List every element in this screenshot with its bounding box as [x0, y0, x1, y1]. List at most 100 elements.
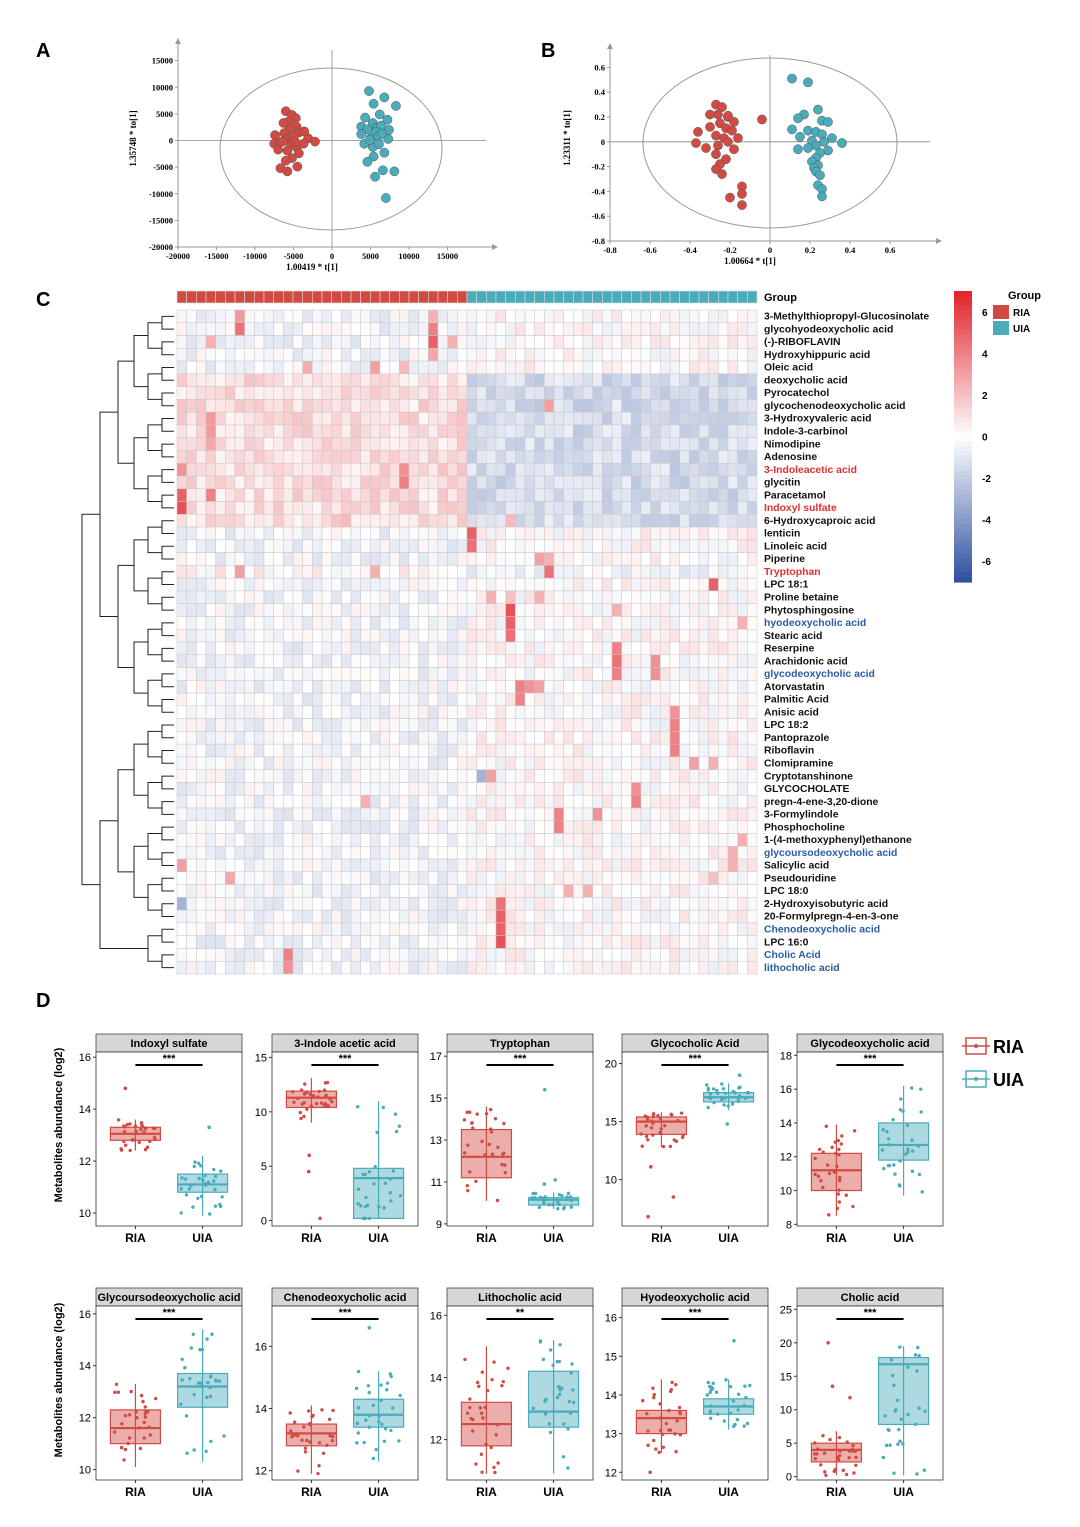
heat-cell	[263, 846, 274, 860]
heat-cell	[244, 897, 255, 911]
heat-cell	[563, 360, 574, 375]
data-point-ria	[821, 1150, 825, 1154]
heat-cell	[263, 590, 274, 604]
heat-cell	[215, 360, 226, 375]
heat-cell	[602, 756, 613, 770]
data-point-ria	[661, 1445, 666, 1449]
heat-cell	[244, 960, 255, 975]
heat-cell	[341, 450, 352, 464]
heat-cell	[718, 641, 729, 656]
heat-cell	[689, 603, 700, 617]
heat-cell	[698, 948, 709, 962]
group-bar-cell	[321, 290, 332, 304]
heat-cell	[234, 922, 245, 936]
y-axis-arrow	[175, 38, 181, 44]
heat-cell	[244, 794, 255, 809]
heat-cell	[437, 335, 448, 349]
heat-cell	[524, 565, 535, 579]
heat-cell	[515, 590, 526, 604]
heat-cell	[196, 846, 207, 860]
dendrogram-link	[161, 366, 174, 381]
heat-cell	[466, 373, 477, 387]
heat-cell	[466, 335, 477, 349]
heat-cell	[524, 846, 535, 860]
heat-cell	[437, 450, 448, 464]
heat-cell	[321, 475, 332, 490]
heat-cell	[408, 718, 419, 732]
heat-cell	[331, 858, 342, 873]
heat-cell	[321, 641, 332, 656]
heat-cell	[737, 437, 748, 451]
data-point-uia	[356, 1104, 360, 1109]
heat-cell	[389, 756, 400, 770]
y-tick-label: 10	[79, 1465, 91, 1477]
heat-cell	[379, 858, 390, 873]
dendrogram-link	[161, 392, 174, 407]
heat-cell	[196, 718, 207, 732]
heat-cell	[292, 948, 303, 962]
heat-cell	[360, 539, 371, 553]
data-point-ria	[492, 1465, 496, 1470]
data-point-uia	[566, 1427, 570, 1431]
heat-cell	[205, 846, 216, 860]
data-point-ria	[495, 1198, 500, 1203]
heat-cell	[466, 782, 477, 796]
heat-cell	[244, 680, 255, 694]
heat-cell	[205, 897, 216, 911]
heat-cell	[631, 756, 642, 770]
heat-cell	[457, 616, 468, 630]
data-point-ria	[123, 1413, 128, 1418]
heat-cell	[215, 514, 226, 528]
heat-cell	[747, 411, 758, 426]
heat-cell	[283, 526, 294, 541]
data-point-ria	[306, 1409, 311, 1413]
point-ria	[310, 136, 320, 147]
heat-cell	[640, 769, 651, 783]
scale-segment	[954, 407, 972, 413]
heat-cell	[524, 552, 535, 566]
point-ria	[727, 125, 737, 136]
heat-cell	[399, 641, 410, 656]
heat-cell	[331, 807, 342, 822]
heat-cell	[263, 935, 274, 949]
heat-cell	[679, 590, 690, 604]
heat-cell	[669, 501, 680, 515]
heat-cell	[650, 871, 661, 885]
heat-cell	[650, 667, 661, 681]
heat-cell	[186, 348, 197, 362]
heat-cell	[631, 846, 642, 860]
heat-cell	[679, 743, 690, 758]
heat-cell	[283, 718, 294, 732]
heat-cell	[283, 692, 294, 707]
y-tick-label: 10	[605, 1175, 617, 1187]
heat-cell	[176, 590, 187, 604]
heat-cell	[263, 462, 274, 477]
heat-cell	[283, 667, 294, 681]
outlier-point-ria	[307, 1153, 311, 1158]
heat-cell	[737, 731, 748, 745]
data-point-uia	[881, 1455, 886, 1460]
heat-cell	[360, 641, 371, 656]
heat-cell	[399, 858, 410, 873]
heat-cell	[476, 692, 487, 707]
heat-cell	[428, 731, 439, 745]
heat-cell	[428, 628, 439, 643]
heat-cell	[553, 948, 564, 962]
heat-cell	[737, 526, 748, 541]
heat-cell	[737, 628, 748, 643]
heat-cell	[669, 756, 680, 770]
row-label: Chenodeoxycholic acid	[764, 924, 880, 935]
point-uia	[803, 143, 813, 153]
group-bar-cell	[679, 290, 690, 304]
data-point-uia	[915, 1369, 919, 1373]
data-point-ria	[123, 1125, 127, 1129]
data-point-uia	[728, 1411, 733, 1416]
legend-label: RIA	[1013, 308, 1030, 319]
heat-cell	[689, 514, 700, 528]
heat-cell	[563, 437, 574, 451]
heat-cell	[524, 373, 535, 387]
heat-cell	[312, 935, 323, 949]
data-point-ria	[813, 1457, 818, 1461]
point-ria	[691, 138, 701, 148]
